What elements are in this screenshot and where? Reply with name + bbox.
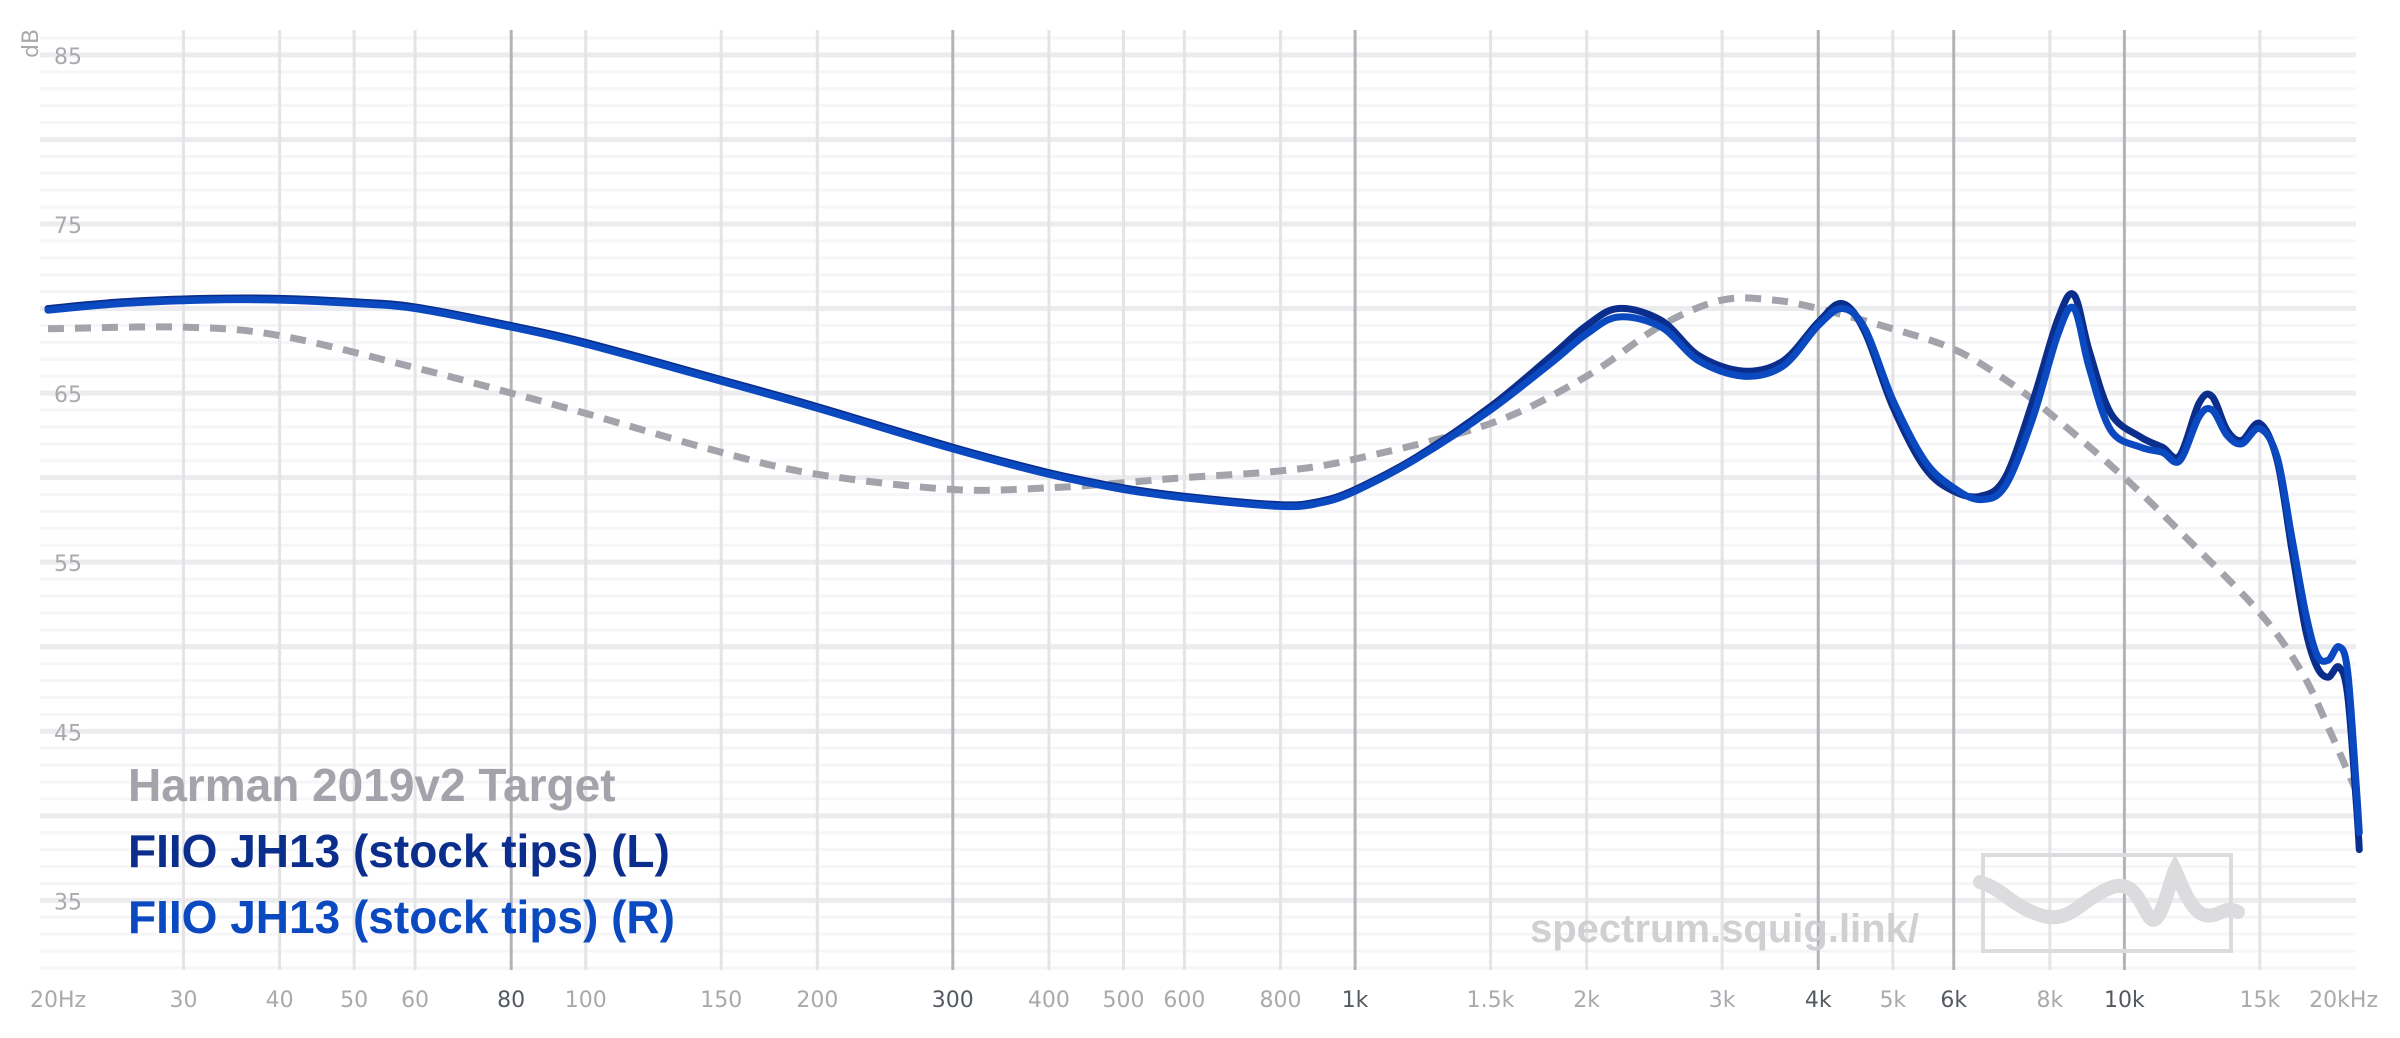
x-tick-label: 1k: [1342, 988, 1369, 1013]
x-tick-label: 60: [401, 988, 429, 1013]
x-tick-label: 20kHz: [2309, 988, 2378, 1013]
x-tick-label: 800: [1260, 988, 1302, 1013]
x-tick-label: 100: [565, 988, 607, 1013]
y-tick-label: 85: [54, 45, 82, 70]
watermark-text: spectrum.squig.link/: [1530, 907, 1919, 951]
x-tick-label: 400: [1028, 988, 1070, 1013]
x-tick-label: 300: [932, 988, 974, 1013]
legend-entry-target: Harman 2019v2 Target: [128, 759, 616, 811]
watermark: spectrum.squig.link/: [1530, 853, 2245, 953]
x-tick-label: 15k: [2240, 988, 2281, 1013]
squig-logo-icon: [1973, 853, 2245, 953]
y-axis-tick-labels: 85 75 65 55 45 35: [54, 45, 82, 915]
x-tick-label: 6k: [1940, 988, 1967, 1013]
x-tick-label: 8k: [2036, 988, 2063, 1013]
horizontal-grid: [40, 36, 2356, 970]
y-tick-label: 55: [54, 552, 82, 577]
x-tick-label: 80: [497, 988, 525, 1013]
x-tick-label: 30: [169, 988, 197, 1013]
legend: Harman 2019v2 Target FIIO JH13 (stock ti…: [128, 759, 675, 943]
x-tick-label: 20Hz: [30, 988, 86, 1013]
y-axis-label: dB: [19, 29, 44, 58]
legend-entry-right: FIIO JH13 (stock tips) (R): [128, 891, 675, 943]
x-tick-label: 1.5k: [1467, 988, 1515, 1013]
vertical-grid: [181, 30, 2262, 970]
x-tick-label: 50: [340, 988, 368, 1013]
x-tick-label: 40: [266, 988, 294, 1013]
y-tick-label: 75: [54, 214, 82, 239]
x-tick-label: 150: [700, 988, 742, 1013]
series-layer: [44, 290, 2363, 854]
x-tick-label: 4k: [1805, 988, 1832, 1013]
x-tick-label: 500: [1102, 988, 1144, 1013]
x-tick-label: 3k: [1709, 988, 1736, 1013]
x-axis-tick-labels: 20Hz 30 40 50 60 80 100 150 200 300 400 500 600 800 1k…: [30, 988, 2378, 1013]
legend-entry-left: FIIO JH13 (stock tips) (L): [128, 825, 670, 877]
x-tick-label: 5k: [1879, 988, 1906, 1013]
y-tick-label: 35: [54, 890, 82, 915]
y-tick-label: 45: [54, 721, 82, 746]
x-tick-label: 200: [796, 988, 838, 1013]
x-tick-label: 2k: [1573, 988, 1600, 1013]
x-tick-label: 600: [1163, 988, 1205, 1013]
y-tick-label: 65: [54, 383, 82, 408]
x-tick-label: 10k: [2104, 988, 2145, 1013]
series-right-curve: [44, 296, 2363, 837]
series-target-curve: [47, 294, 2360, 792]
